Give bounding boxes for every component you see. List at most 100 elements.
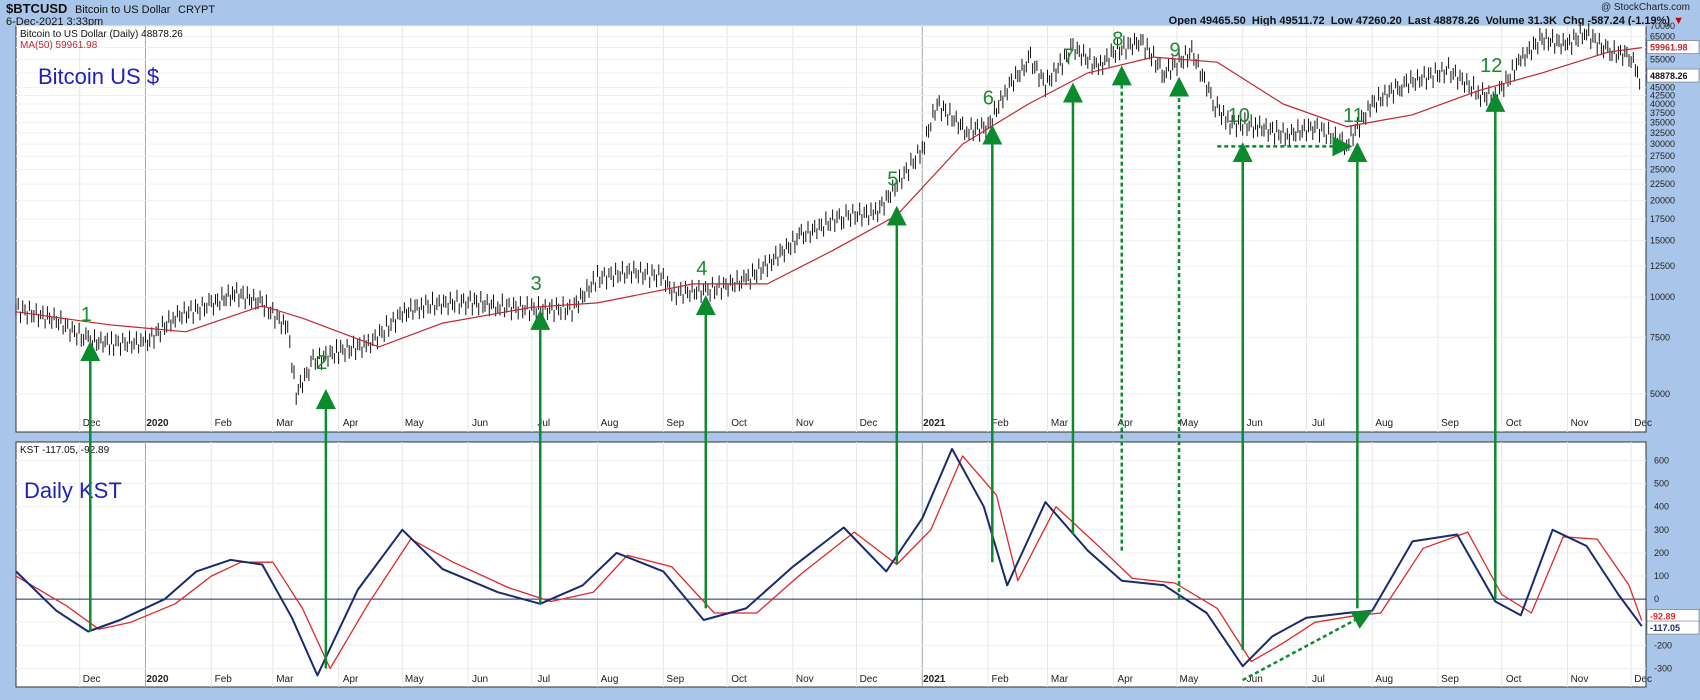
- price-y-tick-label: 5000: [1650, 389, 1670, 399]
- price-x-tick-label: Oct: [1506, 418, 1522, 429]
- watermark: @ StockCharts.com: [1600, 2, 1690, 13]
- instrument-name: Bitcoin to US Dollar: [75, 4, 171, 16]
- price-y-tick-label: 27500: [1650, 151, 1675, 161]
- chg-label: Chg: [1563, 15, 1585, 27]
- kst-x-tick-label: Apr: [1117, 674, 1133, 685]
- ma-last-value-box: [1646, 40, 1700, 54]
- price-x-tick-label: 2020: [146, 418, 169, 429]
- price-x-tick-label: 2021: [923, 418, 946, 429]
- signal-number-label: 1: [81, 304, 92, 326]
- price-x-tick-label: Dec: [1634, 418, 1652, 429]
- open-value: 49465.50: [1199, 15, 1246, 27]
- price-x-tick-label: Jun: [1247, 418, 1263, 429]
- price-x-tick-label: Jun: [472, 418, 488, 429]
- signal-last-value: -92.89: [1650, 612, 1676, 622]
- ticker-symbol: $BTCUSD: [6, 1, 68, 16]
- price-y-tick-label: 30000: [1650, 139, 1675, 149]
- chart-header: $BTCUSD Bitcoin to US Dollar CRYPT 6-Dec…: [0, 0, 1700, 30]
- price-y-tick-label: 35000: [1650, 118, 1675, 128]
- symbol-line: $BTCUSD Bitcoin to US Dollar CRYPT: [6, 1, 215, 16]
- down-triangle-icon: ▼: [1673, 15, 1684, 27]
- price-y-tick-label: 25000: [1650, 164, 1675, 174]
- price-y-tick-label: 12500: [1650, 261, 1675, 271]
- signal-number-label: 3: [531, 273, 542, 295]
- low-label: Low: [1330, 15, 1353, 27]
- kst-x-tick-label: Jun: [1247, 674, 1263, 685]
- price-x-tick-label: Dec: [83, 418, 101, 429]
- kst-y-tick-label: 200: [1654, 548, 1669, 558]
- signal-number-label: 5: [887, 169, 898, 191]
- kst-panel-title: Daily KST: [24, 478, 122, 503]
- exchange-name: CRYPT: [178, 4, 216, 16]
- kst-y-tick-label: -300: [1654, 664, 1672, 674]
- kst-x-tick-label: Jul: [537, 674, 550, 685]
- kst-y-tick-label: -200: [1654, 640, 1672, 650]
- signal-number-label: 4: [696, 258, 707, 280]
- signal-number-label: 2: [316, 352, 327, 374]
- kst-y-tick-label: 300: [1654, 525, 1669, 535]
- price-x-tick-label: Sep: [666, 418, 684, 429]
- price-last-value-box: [1646, 68, 1700, 83]
- price-x-tick-label: Mar: [1051, 418, 1069, 429]
- open-label: Open: [1168, 15, 1197, 27]
- high-value: 49511.72: [1279, 15, 1325, 27]
- divergence-arrow: [1242, 610, 1373, 682]
- price-x-tick-label: Dec: [860, 418, 878, 429]
- price-x-tick-label: Apr: [1117, 418, 1133, 429]
- chg-value: -587.24 (-1.19%): [1587, 15, 1671, 27]
- price-x-tick-label: Jul: [1312, 418, 1325, 429]
- kst-x-tick-label: 2020: [146, 674, 169, 685]
- kst-x-tick-label: Oct: [731, 674, 747, 685]
- kst-x-tick-label: Jul: [1312, 674, 1325, 685]
- low-value: 47260.20: [1355, 15, 1402, 27]
- signal-number-label: 9: [1170, 40, 1181, 62]
- kst-x-tick-label: Mar: [1051, 674, 1069, 685]
- price-legend-ma: MA(50) 59961.98: [20, 40, 98, 51]
- kst-x-tick-label: Jun: [472, 674, 488, 685]
- signal-number-label: 8: [1112, 28, 1123, 50]
- kst-x-tick-label: Mar: [276, 674, 294, 685]
- kst-x-tick-label: Aug: [1375, 674, 1393, 685]
- kst-panel: [15, 441, 1647, 688]
- kst-x-tick-label: Dec: [860, 674, 878, 685]
- high-label: High: [1251, 15, 1277, 27]
- kst-line: [15, 447, 1643, 677]
- price-last-value: 48878.26: [1650, 71, 1688, 81]
- price-y-tick-label: 45000: [1650, 83, 1675, 93]
- price-x-tick-label: Apr: [343, 418, 359, 429]
- price-x-tick-label: Sep: [1441, 418, 1459, 429]
- chart-date: 6-Dec-2021 3:33pm: [6, 16, 104, 28]
- kst-legend: KST -117.05, -92.89: [20, 445, 110, 456]
- volume-label: Volume: [1485, 15, 1525, 27]
- last-label: Last: [1407, 15, 1431, 27]
- price-y-tick-label: 42500: [1650, 91, 1675, 101]
- signal-number-label: 11: [1343, 105, 1364, 127]
- price-panel-title: Bitcoin US $: [38, 64, 159, 89]
- ma-last-value: 59961.98: [1650, 43, 1688, 53]
- price-x-tick-label: Aug: [1375, 418, 1393, 429]
- price-x-tick-label: Oct: [731, 418, 747, 429]
- price-y-tick-label: 17500: [1650, 214, 1675, 224]
- kst-x-tick-label: Aug: [601, 674, 619, 685]
- price-bars: [15, 21, 1641, 405]
- kst-y-tick-label: 0: [1654, 594, 1659, 604]
- price-x-tick-label: Aug: [601, 418, 619, 429]
- kst-x-tick-label: Sep: [1441, 674, 1459, 685]
- price-legend-main: Bitcoin to US Dollar (Daily) 48878.26: [20, 29, 183, 40]
- quote-summary: Open 49465.50 High 49511.72 Low 47260.20…: [1169, 15, 1684, 27]
- kst-x-tick-label: Nov: [1571, 674, 1589, 685]
- volume-value: 31.3K: [1527, 15, 1557, 27]
- kst-x-tick-label: Nov: [796, 674, 814, 685]
- kst-y-tick-label: 600: [1654, 455, 1669, 465]
- price-y-tick-label: 37500: [1650, 108, 1675, 118]
- price-x-tick-label: Feb: [991, 418, 1009, 429]
- price-y-tick-label: 10000: [1650, 292, 1675, 302]
- price-y-tick-label: 65000: [1650, 31, 1675, 41]
- kst-last-value: -117.05: [1650, 623, 1680, 633]
- kst-x-tick-label: Sep: [666, 674, 684, 685]
- kst-last-value-box: [1646, 620, 1700, 635]
- signal-number-label: 7: [1063, 46, 1074, 68]
- price-y-tick-label: 20000: [1650, 196, 1675, 206]
- kst-x-tick-label: Feb: [215, 674, 233, 685]
